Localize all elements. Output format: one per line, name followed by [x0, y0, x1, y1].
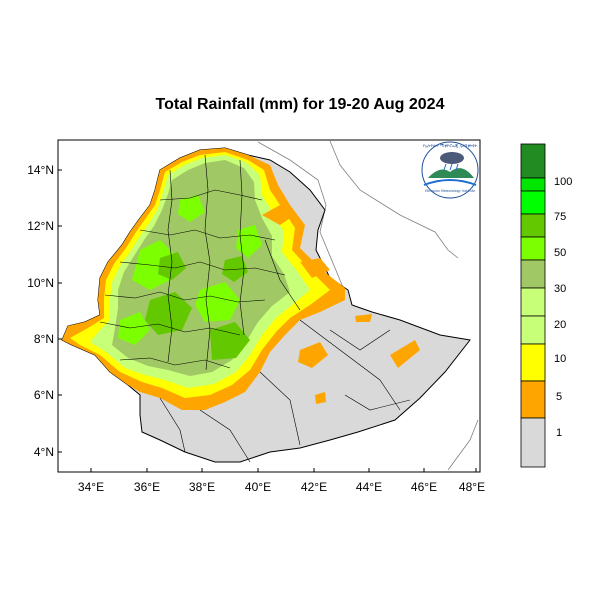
legend-swatch-10-20	[520, 287, 546, 317]
legend-label-50: 50	[554, 247, 566, 259]
legend-swatch-above-100	[520, 143, 546, 179]
legend-label-30: 30	[554, 283, 566, 295]
legend-label-1: 1	[556, 427, 562, 439]
meteorology-institute-logo: የኢትዮጵያ ሚቲዮሮሎጂ ኢንስቲትዩት Ethiopian Meteorol…	[421, 141, 479, 199]
lon-label-38e: 38°E	[189, 480, 215, 494]
lat-label-14n: 14°N	[27, 163, 54, 177]
legend-colorbar	[520, 143, 546, 468]
lon-axis: 34°E 36°E 38°E 40°E 42°E 44°E 46°E 48°E	[78, 468, 485, 494]
lat-axis: 14°N 12°N 10°N 8°N 6°N 4°N	[27, 163, 62, 459]
coastlines	[257, 140, 479, 471]
legend-swatch-5-10	[520, 343, 546, 382]
legend-swatch-below-1	[520, 417, 546, 468]
rainfall-shading	[62, 148, 420, 410]
lon-label-46e: 46°E	[411, 480, 437, 494]
legend-label-75: 75	[554, 211, 566, 223]
legend-label-5: 5	[556, 391, 562, 403]
legend-swatch-30-50	[520, 236, 546, 261]
logo-text-top: የኢትዮጵያ ሚቲዮሮሎጂ ኢንስቲትዩት	[423, 143, 477, 148]
legend-label-20: 20	[554, 319, 566, 331]
logo-text-bottom: Ethiopian Meteorology Institute	[425, 189, 475, 193]
lon-label-48e: 48°E	[459, 480, 485, 494]
legend-swatch-75-100	[520, 190, 546, 215]
legend-swatch-50-75	[520, 213, 546, 238]
legend-swatch-20-30	[520, 259, 546, 289]
map-title: Total Rainfall (mm) for 19-20 Aug 2024	[155, 96, 445, 113]
lat-label-4n: 4°N	[34, 445, 54, 459]
lat-label-8n: 8°N	[34, 332, 54, 346]
regional-boundaries	[99, 154, 411, 463]
lon-label-36e: 36°E	[134, 480, 160, 494]
lon-label-40e: 40°E	[245, 480, 271, 494]
lat-label-12n: 12°N	[27, 219, 54, 233]
lon-label-42e: 42°E	[301, 480, 327, 494]
legend-label-10: 10	[554, 353, 566, 365]
lon-label-44e: 44°E	[356, 480, 382, 494]
lat-label-10n: 10°N	[27, 276, 54, 290]
legend-swatch-10-20b	[520, 315, 546, 345]
legend-label-100: 100	[554, 176, 572, 188]
lat-label-6n: 6°N	[34, 388, 54, 402]
legend-labels: 100 75 50 30 20 10 5 1	[554, 176, 572, 439]
lon-label-34e: 34°E	[78, 480, 104, 494]
legend-swatch-1-5	[520, 380, 546, 419]
legend-swatch-100	[520, 177, 546, 192]
